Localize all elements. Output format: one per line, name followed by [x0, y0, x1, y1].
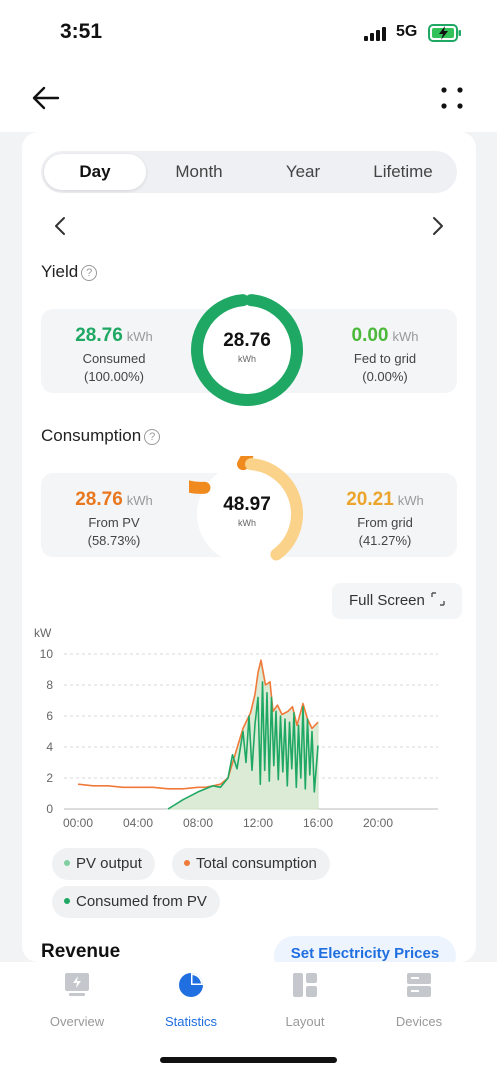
power-line-chart: kW 10 8 6 4 2 0 00:00 04:00 08:00 12:00 16:00 20:0…: [34, 626, 438, 830]
network-type: 5G: [396, 23, 418, 40]
top-nav-bar: [0, 66, 497, 132]
y-tick-label: 2: [46, 771, 53, 785]
help-icon[interactable]: ?: [81, 265, 98, 281]
status-time: 3:51: [60, 20, 103, 43]
full-screen-button[interactable]: Full Screen: [332, 583, 462, 619]
statistics-card: Day Month Year Lifetime Yield? 28.76 kWh …: [22, 132, 476, 962]
y-axis-unit: kW: [34, 626, 52, 640]
nav-statistics[interactable]: Statistics: [141, 972, 241, 1029]
x-tick-labels: 00:00 04:00 08:00 12:00 16:00 20:00: [63, 816, 393, 830]
from-pv-stat: 28.76 kWh From PV (58.73%): [44, 489, 184, 548]
fed-percent: (0.00%): [362, 369, 408, 384]
from-grid-unit: kWh: [397, 493, 424, 508]
cellular-signal-icon: [364, 27, 386, 41]
more-dots-icon[interactable]: [438, 84, 466, 112]
pie-chart-icon: [179, 973, 203, 997]
consumption-total-unit: kWh: [238, 518, 256, 528]
x-tick-label: 08:00: [183, 816, 213, 830]
legend-pv-output[interactable]: PV output: [52, 848, 155, 880]
from-grid-stat: 20.21 kWh From grid (41.27%): [315, 489, 455, 548]
from-grid-percent: (41.27%): [358, 533, 412, 548]
x-tick-label: 12:00: [243, 816, 273, 830]
yield-total: 28.76 kWh: [189, 330, 305, 364]
layout-icon: [293, 973, 317, 997]
x-tick-label: 04:00: [123, 816, 153, 830]
from-grid-label: From grid: [357, 515, 413, 530]
consumption-total-value: 48.97: [223, 494, 271, 515]
consumed-label: Consumed: [82, 351, 146, 366]
back-arrow-icon[interactable]: [30, 82, 62, 114]
from-pv-value: 28.76: [75, 489, 123, 510]
consumed-stat: 28.76 kWh Consumed (100.00%): [44, 325, 184, 384]
y-tick-label: 6: [46, 709, 53, 723]
consumption-from-grid-arc: [245, 458, 303, 561]
legend-total-consumption[interactable]: Total consumption: [172, 848, 330, 880]
legend-dot: [64, 860, 70, 866]
help-icon[interactable]: ?: [144, 429, 161, 445]
total-consumption-series: [77, 659, 319, 790]
y-tick-labels: 10 8 6 4 2 0: [40, 647, 54, 816]
y-tick-label: 0: [46, 802, 53, 816]
x-tick-label: 20:00: [363, 816, 393, 830]
fed-unit: kWh: [392, 329, 419, 344]
fed-label: Fed to grid: [353, 351, 417, 366]
from-pv-percent: (58.73%): [87, 533, 141, 548]
tab-month[interactable]: Month: [175, 162, 223, 181]
legend-dot: [64, 898, 70, 904]
tab-year[interactable]: Year: [285, 162, 321, 181]
devices-icon: [407, 973, 431, 997]
legend-consumed-from-pv[interactable]: Consumed from PV: [52, 886, 220, 918]
full-screen-label: Full Screen: [349, 592, 425, 609]
tab-lifetime[interactable]: Lifetime: [373, 162, 433, 181]
battery-charging-icon: [428, 24, 461, 42]
yield-consumed-arc: [191, 294, 303, 406]
consumption-total: 48.97 kWh: [189, 494, 305, 528]
nav-statistics-label: Statistics: [164, 1014, 217, 1029]
status-bar: 3:51 5G: [0, 0, 497, 66]
from-pv-unit: kWh: [126, 493, 153, 508]
yield-title-text: Yield: [41, 262, 79, 281]
legend-label: Consumed from PV: [76, 893, 207, 910]
nav-overview[interactable]: Overview: [27, 972, 127, 1029]
from-pv-label: From PV: [88, 515, 140, 530]
yield-total-unit: kWh: [238, 354, 256, 364]
yield-total-value: 28.76: [223, 330, 271, 351]
previous-date-chevron-icon[interactable]: [50, 214, 72, 238]
consumed-value: 28.76: [75, 325, 123, 346]
revenue-title: Revenue: [41, 941, 121, 962]
yield-title: Yield?: [41, 262, 98, 282]
fed-value: 0.00: [351, 325, 389, 346]
set-electricity-prices-button[interactable]: Set Electricity Prices: [274, 936, 456, 962]
yield-donut-chart: [191, 294, 303, 406]
nav-layout-label: Layout: [285, 1014, 325, 1029]
consumed-percent: (100.00%): [84, 369, 144, 384]
nav-overview-label: Overview: [49, 1014, 105, 1029]
y-tick-label: 4: [46, 740, 53, 754]
consumption-title-text: Consumption: [41, 426, 142, 445]
consumption-donut-chart: [189, 456, 303, 564]
overview-icon: [65, 973, 89, 996]
y-tick-label: 10: [40, 647, 54, 661]
nav-devices[interactable]: Devices: [369, 972, 469, 1029]
expand-icon: [431, 592, 445, 606]
legend-label: PV output: [76, 855, 142, 872]
x-tick-label: 16:00: [303, 816, 333, 830]
home-indicator: [160, 1057, 337, 1063]
legend-label: Total consumption: [196, 855, 317, 872]
tab-day[interactable]: Day: [44, 154, 146, 190]
nav-devices-label: Devices: [395, 1014, 443, 1029]
fed-to-grid-stat: 0.00 kWh Fed to grid (0.00%): [315, 325, 455, 384]
consumed-from-pv-series: [167, 681, 319, 810]
x-tick-label: 00:00: [63, 816, 93, 830]
nav-layout[interactable]: Layout: [255, 972, 355, 1029]
legend-dot: [184, 860, 190, 866]
next-date-chevron-icon[interactable]: [426, 214, 448, 238]
y-tick-label: 8: [46, 678, 53, 692]
period-tabs: Day Month Year Lifetime: [41, 151, 457, 193]
from-grid-value: 20.21: [346, 489, 394, 510]
consumption-title: Consumption?: [41, 426, 161, 446]
consumed-unit: kWh: [126, 329, 153, 344]
